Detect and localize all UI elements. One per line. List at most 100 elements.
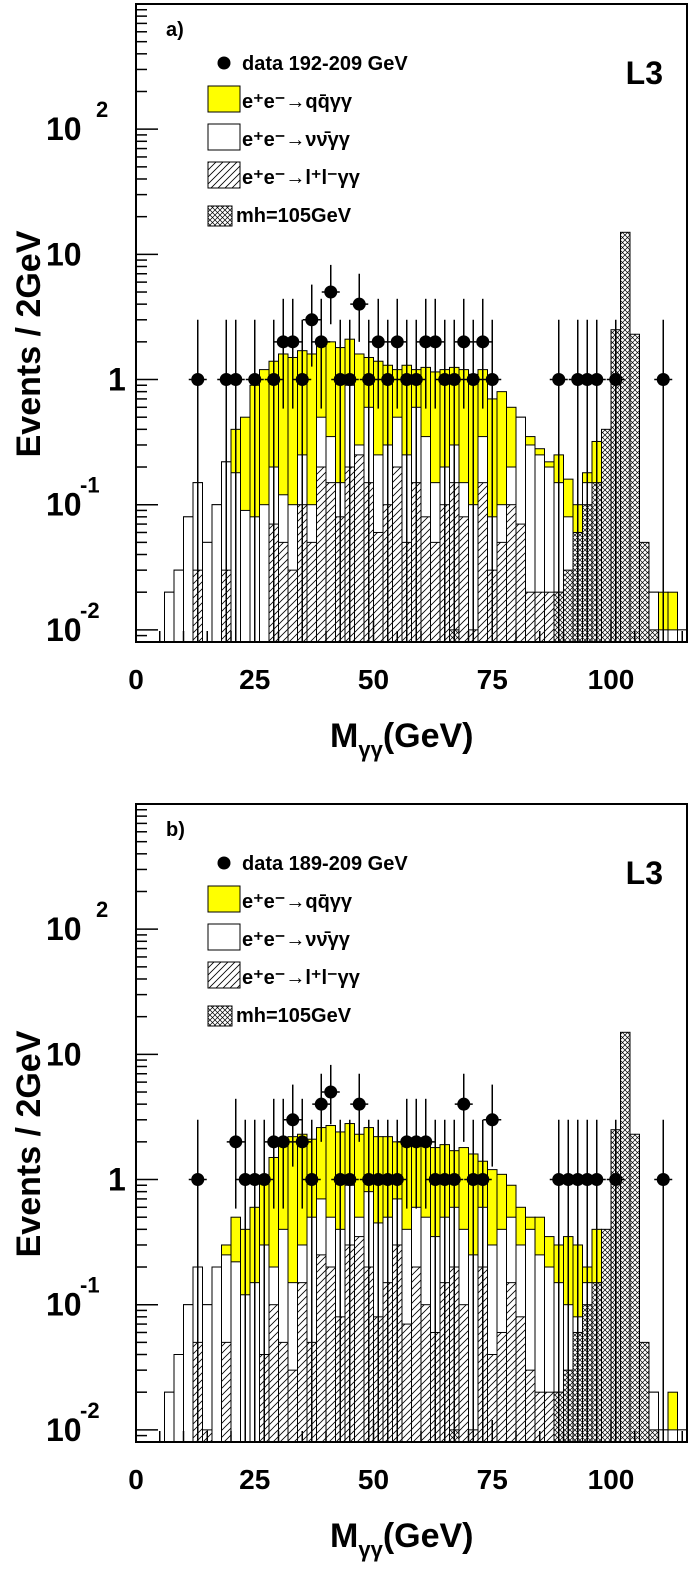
data-point [390,1173,404,1187]
legend-label: e⁺e⁻→l⁺l⁻γγ [242,167,361,189]
bar-higgs [601,428,612,643]
data-point [295,373,309,387]
data-points [188,1064,673,1442]
plot-frame [135,803,688,1443]
data-point [362,373,376,387]
data-point [267,373,281,387]
data-point [333,1173,347,1187]
y-tick-label: 1 [108,1162,126,1198]
legend-label: e⁺e⁻→νν̄γγ [242,929,351,951]
data-point [305,313,319,327]
bar-nunu [240,509,251,643]
x-axis-title-main: M [330,1517,358,1555]
y-tick-label: 10 [46,1287,82,1323]
legend-label: data 189-209 GeV [242,853,408,875]
data-point [476,335,490,349]
bar-higgs [629,1133,640,1443]
bar-nunu [183,516,194,643]
bar-ll [458,1304,469,1443]
bar-higgs [601,1228,612,1443]
data-point [371,335,385,349]
bar-ll [221,1341,232,1443]
data-point [656,1173,670,1187]
data-point [371,1173,385,1187]
y-tick-exponent: -1 [80,1273,100,1298]
bar-nunu [211,504,222,643]
y-tick-label: 10 [46,111,82,147]
data-point [552,1173,566,1187]
y-axis-title: Events / 2GeV [10,1030,48,1257]
data-point [238,1173,252,1187]
x-axis-title: Mγγ(GeV) [330,1517,474,1562]
data-point [324,285,338,299]
y-tick-label: 1 [108,362,126,398]
bar-nunu [173,1354,184,1443]
data-point [267,1135,281,1149]
data-point [276,335,290,349]
bar-ll [544,1391,555,1443]
plot-frame [135,3,688,643]
y-tick-label: 10 [46,1412,82,1448]
bar-nunu [667,629,678,643]
data-point [438,1173,452,1187]
data-point [286,1113,300,1127]
data-point [457,1097,471,1111]
legend-swatch [207,205,233,227]
legend-swatch [207,161,241,189]
x-tick-label: 0 [128,1464,144,1495]
x-axis-ticks: 0 25 50 75 100 [128,620,683,695]
data-point [428,335,442,349]
bar-ll [401,1323,412,1443]
bar-nunu [667,1429,678,1443]
data-point [314,335,328,349]
bar-ll [411,1266,422,1443]
data-point [314,1097,328,1111]
bar-ll [506,1282,517,1443]
legend-swatch [207,1005,233,1027]
data-point [352,1097,366,1111]
data-point [447,1173,461,1187]
bar-ll [392,466,403,643]
data-point [561,1173,575,1187]
y-axis-title: Events / 2GeV [10,230,48,457]
data-point [257,1173,271,1187]
data-point [229,373,243,387]
data-point [248,373,262,387]
data-point [457,335,471,349]
y-tick-label: 10 [46,612,82,648]
data-point [295,1135,309,1149]
legend-swatch [207,961,241,989]
x-tick-label: 50 [358,664,389,695]
bar-ll [515,523,526,643]
bar-ll [316,1254,327,1443]
data-point [571,373,585,387]
bar-ll [420,516,431,643]
data-point [381,1173,395,1187]
bar-ll [278,1341,289,1443]
bar-ll [316,466,327,643]
legend-label: mh=105GeV [236,205,352,227]
bar-ll [325,482,336,643]
data-point [352,297,366,311]
data-point [324,1085,338,1099]
bar-higgs [639,1341,650,1443]
bar-higgs [620,231,631,643]
data-point [447,373,461,387]
x-axis-ticks: 0 25 50 75 100 [128,1420,683,1495]
legend: data 192-209 GeV e⁺e⁻→qq̄γγ e⁺e⁻→νν̄γγ e⁺e⁻… [207,53,408,227]
bar-nunu [164,591,175,643]
bar-nunu [259,504,270,643]
bar-ll [287,569,298,643]
bar-ll [354,1236,365,1443]
legend-label: mh=105GeV [236,1005,352,1027]
legend-label: e⁺e⁻→l⁺l⁻γγ [242,967,361,989]
bar-ll [506,504,517,643]
legend-swatch [207,923,241,951]
data-point [580,1173,594,1187]
data-point [590,1173,604,1187]
data-point [219,373,233,387]
